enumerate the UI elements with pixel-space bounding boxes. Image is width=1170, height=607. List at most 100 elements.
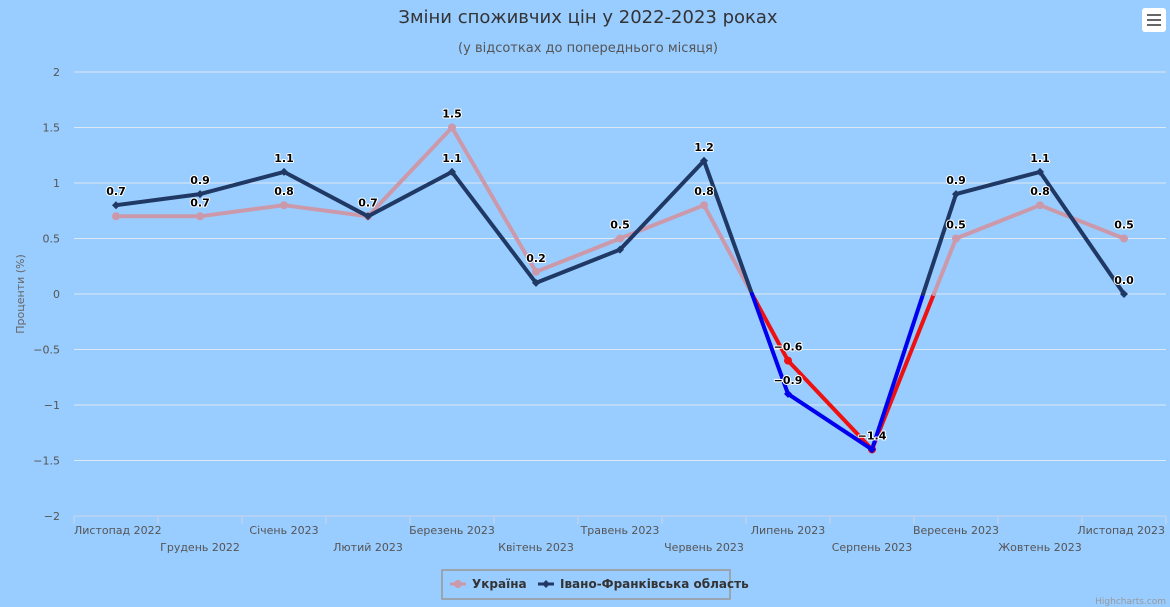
data-label: 1.1 [274,152,294,165]
x-tick-label: Липень 2023 [751,524,826,537]
series [112,123,1128,454]
series-line-segment [114,192,202,208]
data-label: 0.8 [694,185,714,198]
series-line-segment [282,169,370,219]
series-line-segment [198,203,286,219]
x-tick-label: Лютий 2023 [333,541,403,554]
y-tick-label: −2 [44,510,60,523]
data-point[interactable] [448,123,456,132]
y-tick-label: 0 [53,288,60,301]
x-tick-label: Квітень 2023 [498,541,574,554]
data-point[interactable] [532,278,540,287]
data-label: −1.4 [858,429,887,442]
menu-bar [1147,24,1161,26]
x-tick-label: Листопад 2022 [74,524,162,537]
hamburger-menu-icon[interactable] [1142,8,1166,32]
legend-marker-ivano-frankivsk [542,580,550,588]
legend-item-ukraine[interactable]: Україна [450,577,527,591]
x-tick-label: Грудень 2022 [160,541,240,554]
series-line-segment [702,203,754,296]
data-label: −0.9 [774,374,803,387]
y-tick-label: −1 [44,399,60,412]
y-tick-label: −1.5 [33,455,60,468]
series-line-segment [931,236,958,296]
data-point[interactable] [700,201,708,210]
data-point[interactable] [448,167,456,176]
data-point[interactable] [112,212,120,221]
y-axis-title: Проценти (%) [14,254,27,334]
credits[interactable]: Highcharts.com [1095,597,1166,607]
legend[interactable]: Україна Івано-Франківська область [441,569,749,600]
data-point[interactable] [616,234,624,243]
legend-marker-ukraine [454,580,462,588]
data-point[interactable] [952,234,960,243]
y-tick-label: 1 [53,177,60,190]
data-point[interactable] [196,212,204,221]
data-point[interactable] [616,245,624,254]
data-point[interactable] [364,212,372,221]
data-labels: 0.7 0.8 1.5 0.2 0.5 0.8 −0.6 0.5 0.8 0.5 0.7 0.9 1.1… [105,107,1135,444]
series-line-segment [534,236,622,274]
series-line-segment [282,203,370,219]
series-line-segment [450,169,538,285]
x-tick-label: Травень 2023 [580,524,660,537]
data-point[interactable] [532,267,540,276]
series-line-segment [450,125,538,274]
x-tick-label: Жовтень 2023 [998,541,1081,554]
x-tick-label: Червень 2023 [664,541,744,554]
data-label: 0.7 [106,185,126,198]
data-label: 1.2 [694,141,714,154]
data-label: 0.5 [946,219,966,232]
series-line-segment [366,125,454,219]
y-tick-label: 0.5 [43,233,61,246]
data-point[interactable] [280,167,288,176]
series-line-segment [1038,169,1126,296]
legend-box [441,569,731,600]
data-point[interactable] [784,356,792,365]
data-label: 0.7 [190,196,210,209]
series-line-segment [618,158,706,252]
series-line-segment [786,391,874,452]
legend-item-ivano-frankivsk[interactable]: Івано-Франківська область [538,577,749,591]
data-label: 0.7 [358,196,378,209]
series-line-segment [954,203,1042,241]
y-tick-label: 1.5 [43,122,61,135]
legend-label-ivano-frankivsk: Івано-Франківська область [560,577,749,591]
series-line-segment [198,169,286,197]
data-label: 1.5 [442,108,462,121]
data-label: 0.2 [526,252,546,265]
data-point[interactable] [1036,201,1044,210]
data-label: 0.8 [1030,185,1050,198]
data-point[interactable] [112,201,120,210]
grid [74,71,1166,517]
data-point[interactable] [1120,234,1128,243]
data-point[interactable] [868,445,876,454]
menu-bar [1147,14,1161,16]
x-tick-label: Листопад 2023 [1077,524,1165,537]
x-tick-label: Серпень 2023 [832,541,913,554]
series-line-segment [1038,203,1126,241]
data-label: 1.1 [442,152,462,165]
series-line-segment [870,292,926,452]
data-label: 0.9 [946,174,966,187]
data-label: 0.8 [274,185,294,198]
y-tick-label: 2 [53,66,60,79]
data-point[interactable] [1036,167,1044,176]
chart-title: Зміни споживчих цін у 2022-2023 роках [398,7,778,28]
x-tick-label: Вересень 2023 [913,524,999,537]
series-line-segment [921,192,958,296]
data-point[interactable] [784,389,792,398]
series-line-segment [786,358,874,452]
data-point[interactable] [1120,290,1128,298]
data-label: 1.1 [1030,152,1050,165]
data-label: −0.6 [774,341,803,354]
data-point[interactable] [700,156,708,165]
data-point[interactable] [952,190,960,199]
data-label: 0.0 [1114,274,1134,287]
legend-label-ukraine: Україна [472,577,527,591]
data-point[interactable] [280,201,288,210]
data-point[interactable] [196,190,204,199]
data-label: 0.5 [610,219,630,232]
series-line-segment [366,169,454,219]
